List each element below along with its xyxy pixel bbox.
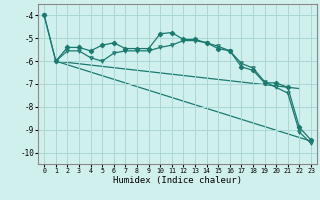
X-axis label: Humidex (Indice chaleur): Humidex (Indice chaleur) (113, 176, 242, 185)
